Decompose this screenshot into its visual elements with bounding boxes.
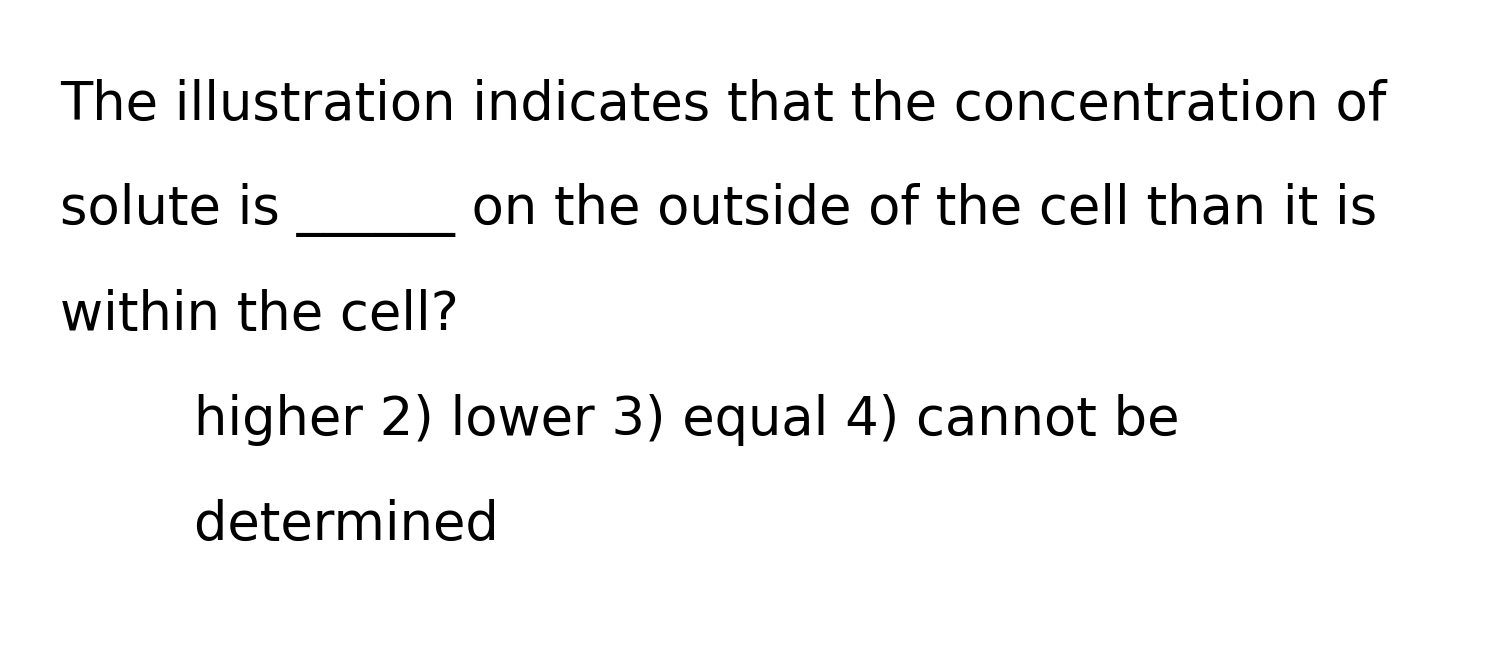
Text: within the cell?: within the cell?	[60, 289, 459, 341]
Text: higher 2) lower 3) equal 4) cannot be: higher 2) lower 3) equal 4) cannot be	[60, 394, 1179, 446]
Text: determined: determined	[60, 499, 498, 551]
Text: The illustration indicates that the concentration of: The illustration indicates that the conc…	[60, 79, 1386, 131]
Text: solute is ______ on the outside of the cell than it is: solute is ______ on the outside of the c…	[60, 183, 1377, 237]
